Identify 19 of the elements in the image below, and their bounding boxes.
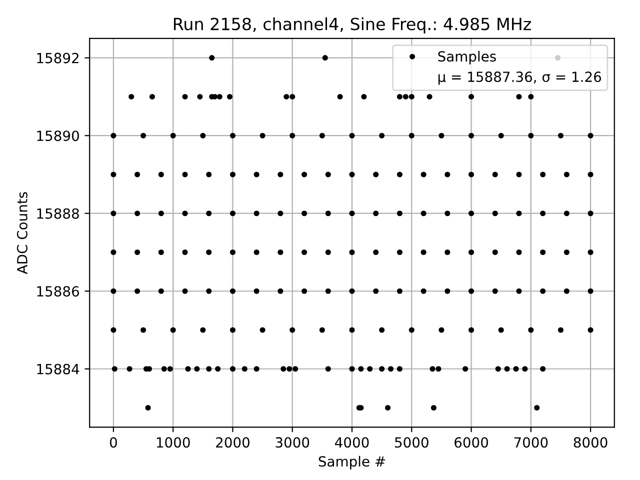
chart-title: Run 2158, channel4, Sine Freq.: 4.985 MHz [174,17,531,34]
x-tick-label: 3000 [276,437,310,448]
x-tick-label: 8000 [574,437,608,448]
x-tick-label: 2000 [216,437,250,448]
y-tick-label: 15884 [37,364,80,374]
x-tick-label: 5000 [395,437,428,448]
y-tick-label: 15886 [37,286,79,297]
x-tick-label: 1000 [156,437,190,448]
x-tick-label: 4000 [335,437,369,448]
annotation: μ = 15887.36, σ = 1.26 [438,72,602,85]
y-tick-label: 15888 [37,208,79,219]
y-tick-label: 15892 [37,52,78,64]
x-axis-title: Sample # [318,456,385,470]
y-tick-label: 15890 [37,130,79,142]
legend-label: Samples [438,50,496,64]
x-tick-label: 6000 [454,437,488,448]
x-tick-label: 7000 [514,437,548,448]
y-axis-title: ADC Counts [16,192,28,274]
x-tick-label: 0 [110,437,117,448]
